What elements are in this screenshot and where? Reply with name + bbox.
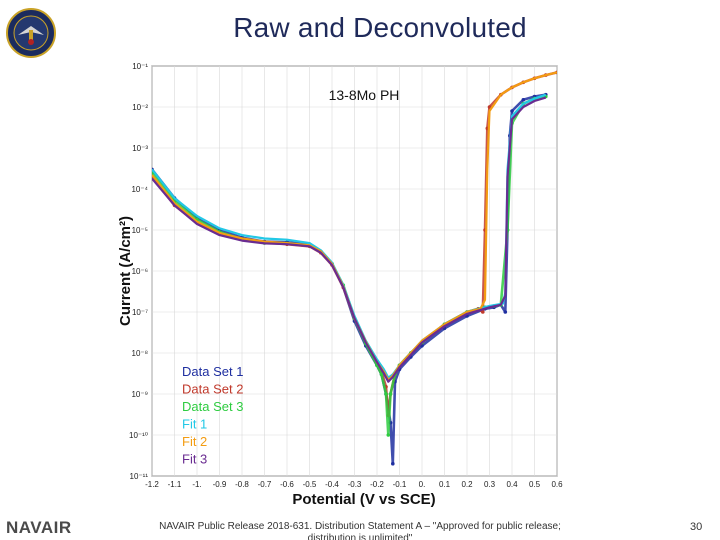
x-tick-label: 0.2 xyxy=(461,480,473,489)
legend-entry: Data Set 2 xyxy=(182,382,243,397)
data-set-2-point xyxy=(481,310,485,314)
fit-3-line xyxy=(152,96,547,383)
legend-entry: Fit 1 xyxy=(182,417,207,432)
x-tick-label: -0.6 xyxy=(280,480,294,489)
data-set-3-point xyxy=(384,392,388,396)
series-layer xyxy=(152,70,557,466)
data-set-1-point xyxy=(391,461,395,466)
y-tick-label: 10⁻¹¹ xyxy=(130,472,149,481)
x-tick-label: 0. xyxy=(419,480,426,489)
data-set-3-point xyxy=(388,392,393,396)
x-tick-label: -0.8 xyxy=(235,480,249,489)
x-tick-label: -1.2 xyxy=(145,480,159,489)
grid-lines xyxy=(151,65,558,477)
navair-seal-logo xyxy=(6,8,56,58)
x-axis-label: Potential (V vs SCE) xyxy=(292,491,435,508)
x-tick-label: -0.2 xyxy=(370,480,384,489)
legend-entry: Fit 3 xyxy=(182,452,207,467)
x-tick-label: -0.4 xyxy=(325,480,339,489)
data-set-1-point xyxy=(503,310,508,314)
footer-text: NAVAIR Public Release 2018-631. Distribu… xyxy=(159,521,561,540)
y-axis-label: Current (A/cm²) xyxy=(117,216,134,326)
y-tick-label: 10⁻² xyxy=(132,103,148,112)
data-set-1-point xyxy=(510,109,514,113)
x-tick-label: -0.5 xyxy=(303,480,317,489)
legend-entry: Data Set 3 xyxy=(182,399,243,414)
legend-entry: Data Set 1 xyxy=(182,364,243,379)
y-tick-label: 10⁻³ xyxy=(132,144,148,153)
x-tick-label: -0.9 xyxy=(213,480,227,489)
x-tick-label: 0.5 xyxy=(529,480,541,489)
x-tick-label: -0.7 xyxy=(258,480,272,489)
data-set-1-point xyxy=(521,98,526,102)
data-set-3-point xyxy=(379,372,384,377)
y-tick-label: 10⁻⁷ xyxy=(132,308,148,317)
page-number: 30 xyxy=(690,521,703,533)
y-tick-label: 10⁻⁶ xyxy=(132,267,148,276)
footer-brand: NAVAIR xyxy=(6,518,72,537)
legend: Data Set 1 Data Set 2 Data Set 3 Fit 1 Fit 2… xyxy=(182,364,243,467)
chart-title: 13-8Mo PH xyxy=(329,87,400,103)
legend-entry: Fit 2 xyxy=(182,434,207,449)
x-tick-label: 0.3 xyxy=(484,480,496,489)
x-tick-label: 0.4 xyxy=(506,480,518,489)
x-tick-label: 0.6 xyxy=(551,480,563,489)
tick-labels: -1.2 -1.1 -1. -0.9 -0.8 -0.7 -0.6 -0.5 -0.4 -0.3-… xyxy=(129,62,563,489)
x-tick-label: 0.1 xyxy=(439,480,451,489)
x-tick-label: -1.1 xyxy=(168,480,182,489)
data-set-3-point xyxy=(386,433,391,437)
slide-title: Raw and Deconvoluted xyxy=(233,12,527,43)
polarization-chart: -1.2 -1.1 -1. -0.9 -0.8 -0.7 -0.6 -0.5 -0.4 -0.3-… xyxy=(110,58,570,510)
chart-svg: -1.2 -1.1 -1. -0.9 -0.8 -0.7 -0.6 -0.5 -0.4 -0.3-… xyxy=(117,62,563,508)
y-tick-label: 10⁻¹⁰ xyxy=(129,431,148,440)
y-tick-label: 10⁻⁹ xyxy=(131,390,148,399)
fit-3-series xyxy=(152,96,547,383)
x-tick-label: -0.3 xyxy=(348,480,362,489)
y-tick-label: 10⁻⁴ xyxy=(131,185,148,194)
y-tick-label: 10⁻¹ xyxy=(132,62,148,71)
x-tick-label: -0.1 xyxy=(393,480,407,489)
y-tick-label: 10⁻⁸ xyxy=(132,349,149,358)
y-tick-label: 10⁻⁵ xyxy=(132,226,148,235)
x-tick-label: -1. xyxy=(192,480,201,489)
